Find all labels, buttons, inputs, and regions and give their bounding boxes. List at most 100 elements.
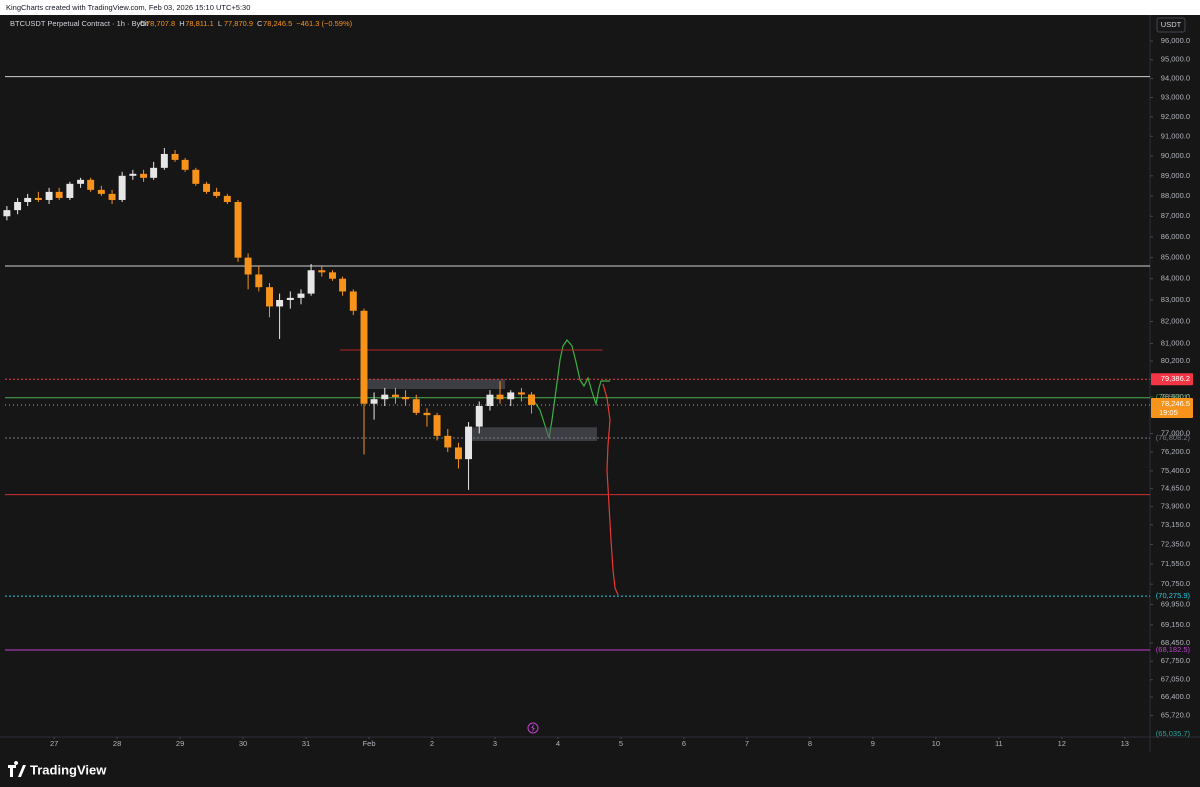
- y-tick-label: 84,000.0: [1161, 274, 1190, 283]
- footer: TradingView: [8, 761, 107, 777]
- level-label: (76,808.2): [1156, 433, 1191, 442]
- level-label: (68,182.5): [1156, 645, 1191, 654]
- y-tick-label: 93,000.0: [1161, 93, 1190, 102]
- candle-body: [55, 191, 63, 198]
- projection-bearish: [602, 383, 619, 596]
- event-icon-bolt: [531, 724, 535, 732]
- legend-change: −461.3 (−0.59%): [296, 19, 352, 28]
- y-tick-label: 66,400.0: [1161, 692, 1190, 701]
- x-tick-label: 31: [302, 739, 310, 748]
- x-tick-label: 4: [556, 739, 560, 748]
- candle-body: [266, 287, 274, 307]
- y-tick-label: 69,150.0: [1161, 620, 1190, 629]
- candle-body: [360, 310, 368, 404]
- y-tick-label: 95,000.0: [1161, 55, 1190, 64]
- y-tick-label: 86,000.0: [1161, 232, 1190, 241]
- candle-body: [150, 167, 158, 178]
- candle-body: [34, 197, 42, 200]
- x-tick-label: 29: [176, 739, 184, 748]
- x-tick-label: 30: [239, 739, 247, 748]
- legend-key: C: [257, 19, 263, 28]
- x-tick-label: 10: [932, 739, 940, 748]
- candle-body: [286, 297, 294, 301]
- candle-body: [203, 183, 211, 192]
- candle-body: [507, 392, 515, 400]
- candle-body: [77, 179, 85, 184]
- y-tick-label: 91,000.0: [1161, 131, 1190, 140]
- legend-value: 78,707.8: [146, 19, 175, 28]
- x-tick-label: Feb: [363, 739, 376, 748]
- legend-key: H: [179, 19, 184, 28]
- y-tick-label: 69,950.0: [1161, 599, 1190, 608]
- x-tick-label: 5: [619, 739, 623, 748]
- brand-logo: [8, 761, 26, 777]
- candle-body: [276, 300, 284, 307]
- y-tick-label: 90,000.0: [1161, 151, 1190, 160]
- x-tick-label: 3: [493, 739, 497, 748]
- candle-body: [118, 175, 126, 200]
- candle-body: [307, 270, 315, 294]
- level-label: 79,386.2: [1161, 374, 1190, 383]
- y-tick-label: 81,000.0: [1161, 338, 1190, 347]
- y-tick-label: 83,000.0: [1161, 295, 1190, 304]
- candle-body: [329, 272, 336, 279]
- x-tick-label: 11: [995, 739, 1003, 748]
- candle-body: [433, 415, 441, 436]
- currency-box[interactable]: [1156, 17, 1186, 33]
- candle-body: [97, 189, 105, 194]
- candle-body: [181, 159, 189, 170]
- y-tick-label: 68,450.0: [1161, 638, 1190, 647]
- y-tick-label: 82,000.0: [1161, 317, 1190, 326]
- legend-value: 77,870.9: [224, 19, 253, 28]
- x-tick-label: 9: [871, 739, 875, 748]
- y-tick-label: 76,200.0: [1161, 447, 1190, 456]
- y-tick-label: 87,000.0: [1161, 211, 1190, 220]
- y-tick-label: 67,050.0: [1161, 675, 1190, 684]
- zone: [365, 379, 506, 390]
- last-price-label: 78,246.5: [1161, 399, 1190, 408]
- candle-body: [213, 191, 221, 196]
- candle-body: [339, 278, 347, 292]
- y-tick-label: 96,000.0: [1161, 36, 1190, 45]
- candle-body: [318, 270, 326, 273]
- x-tick-label: 28: [113, 739, 121, 748]
- y-tick-label: 80,200.0: [1161, 356, 1190, 365]
- y-tick-label: 71,550.0: [1161, 559, 1190, 568]
- y-tick-label: 65,720.0: [1161, 710, 1190, 719]
- candle-body: [465, 426, 473, 460]
- currency[interactable]: USDT: [1161, 20, 1182, 29]
- y-tick-label: 77,000.0: [1161, 429, 1190, 438]
- y-tick-label: 73,900.0: [1161, 502, 1190, 511]
- candle-body: [171, 153, 179, 160]
- x-tick-label: 6: [682, 739, 686, 748]
- candle-body: [392, 394, 399, 397]
- candle-body: [528, 394, 536, 405]
- x-tick-label: 7: [745, 739, 749, 748]
- zone: [469, 427, 598, 441]
- event-icon[interactable]: [527, 722, 539, 734]
- y-tick-label: 94,000.0: [1161, 74, 1190, 83]
- candle-body: [192, 169, 200, 184]
- candle-body: [87, 179, 95, 190]
- ohlc-legend: O 78,707.8 H 78,811.1 L 77,870.9 C 78,246.5 −461…: [140, 19, 353, 28]
- x-tick-label: 12: [1058, 739, 1066, 748]
- candle-body: [517, 392, 525, 395]
- candle-body: [412, 399, 420, 413]
- candle-body: [423, 412, 431, 416]
- x-tick-label: 8: [808, 739, 812, 748]
- candle-body: [129, 173, 137, 176]
- candle-body: [486, 394, 494, 407]
- attribution: KingCharts created with TradingView.com,…: [6, 3, 250, 12]
- y-tick-label: 70,750.0: [1161, 579, 1190, 588]
- candle-body: [234, 201, 242, 258]
- candle-body: [108, 193, 116, 200]
- brand: TradingView: [30, 762, 107, 777]
- y-tick-label: 88,000.0: [1161, 191, 1190, 200]
- y-tick-label: 67,750.0: [1161, 656, 1190, 665]
- legend-value: 78,811.1: [185, 19, 214, 28]
- y-tick-label: 92,000.0: [1161, 112, 1190, 121]
- y-tick-label: 89,000.0: [1161, 171, 1190, 180]
